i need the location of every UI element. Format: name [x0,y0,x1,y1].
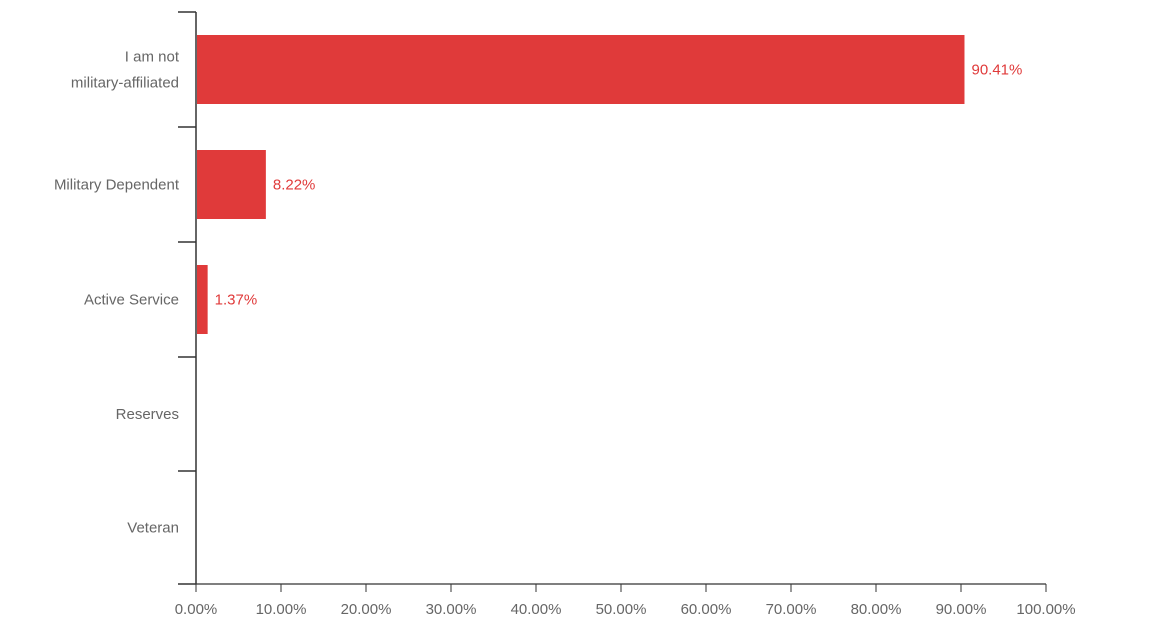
data-label: 8.22% [273,177,316,194]
bar [197,150,266,219]
x-tick-label: 50.00% [596,601,647,618]
x-tick-label: 0.00% [175,601,218,618]
x-tick-label: 30.00% [426,601,477,618]
x-tick-label: 40.00% [511,601,562,618]
x-tick-label: 80.00% [851,601,902,618]
bar [197,265,208,334]
data-label: 1.37% [215,292,258,309]
data-label: 90.41% [971,62,1022,79]
category-label: Veteran [127,520,179,537]
category-label: I am not military-affiliated [71,49,180,92]
x-tick-label: 60.00% [681,601,732,618]
x-tick-label: 20.00% [341,601,392,618]
category-label: Reserves [116,406,179,423]
x-tick-label: 90.00% [936,601,987,618]
x-tick-label: 10.00% [256,601,307,618]
category-label: Military Dependent [54,177,180,194]
x-tick-label: 70.00% [766,601,817,618]
bar [197,35,965,104]
category-label: Active Service [84,292,179,309]
x-tick-label: 100.00% [1016,601,1075,618]
